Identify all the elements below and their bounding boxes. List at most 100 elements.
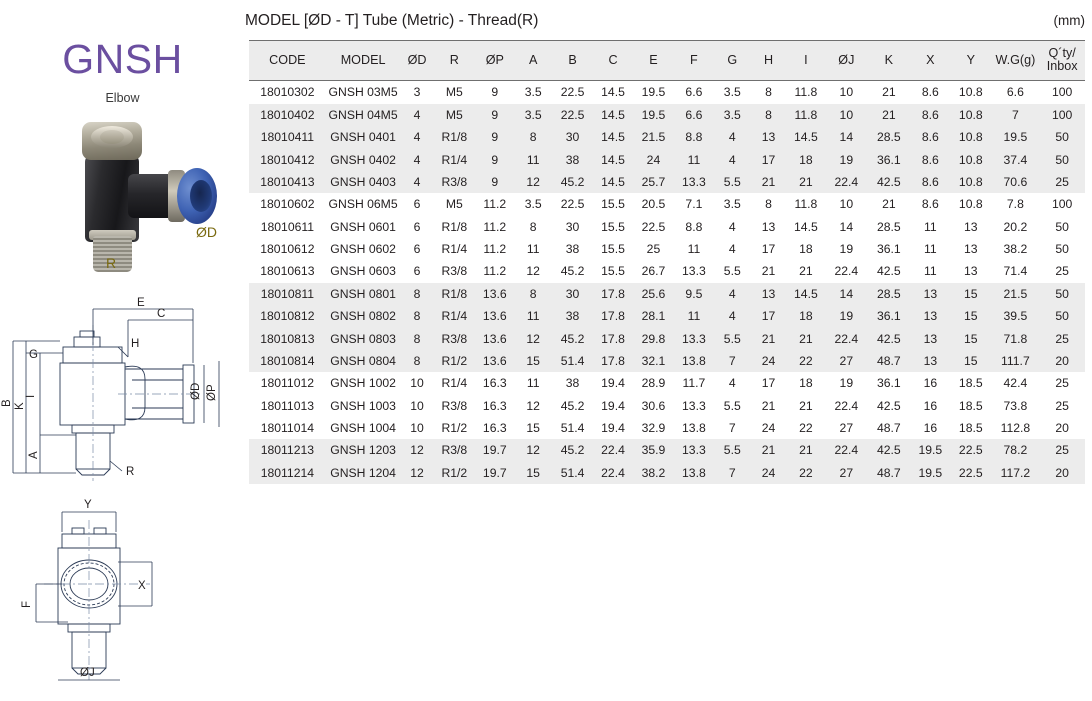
cell-r: M5 xyxy=(433,193,476,216)
cell-a: 8 xyxy=(514,125,552,149)
cell-c: 14.5 xyxy=(593,125,633,149)
cell-od: 12 xyxy=(400,461,434,484)
cell-x: 13 xyxy=(910,327,951,350)
cell-f: 13.3 xyxy=(674,260,714,283)
cell-b: 22.5 xyxy=(551,193,594,216)
cell-c: 17.8 xyxy=(593,304,633,328)
cell-x: 11 xyxy=(910,237,951,261)
cell-h: 21 xyxy=(750,260,787,283)
cell-a: 15 xyxy=(514,416,552,440)
cell-e: 32.9 xyxy=(632,416,675,440)
dim-label-Y: Y xyxy=(84,499,92,511)
table-row: 18011014 GNSH 1004 10 R1/2 16.3 15 51.4 19.4 32.… xyxy=(249,416,1085,440)
cell-od: 8 xyxy=(400,304,434,328)
cell-od: 10 xyxy=(400,372,434,395)
cell-r: R3/8 xyxy=(433,327,476,350)
table-row: 18011013 GNSH 1003 10 R3/8 16.3 12 45.2 19.4 30.… xyxy=(249,394,1085,417)
cell-g: 3.5 xyxy=(713,193,751,216)
cell-h: 17 xyxy=(750,304,787,328)
cell-e: 38.2 xyxy=(632,461,675,484)
cell-x: 19.5 xyxy=(910,461,951,484)
cell-od: 4 xyxy=(400,148,434,171)
table-row: 18010612 GNSH 0602 6 R1/4 11.2 11 38 15.5 25 11 4 1… xyxy=(249,237,1085,261)
cell-i: 18 xyxy=(786,237,826,261)
cell-r: M5 xyxy=(433,103,476,126)
cell-r: R1/2 xyxy=(433,349,476,373)
table-row: 18010411 GNSH 0401 4 R1/8 9 8 30 14.5 21.5 8.8 4 13… xyxy=(249,125,1085,149)
cell-model: GNSH 1204 xyxy=(325,461,401,484)
table-row: 18010412 GNSH 0402 4 R1/4 9 11 38 14.5 24 11 4 17 18… xyxy=(249,148,1085,171)
cell-b: 45.2 xyxy=(551,170,594,194)
cell-oj: 14 xyxy=(825,125,868,149)
cell-wg: 71.4 xyxy=(991,260,1040,283)
cell-f: 13.3 xyxy=(674,394,714,417)
cell-b: 38 xyxy=(551,304,594,328)
cell-x: 8.6 xyxy=(910,103,951,126)
cell-r: R3/8 xyxy=(433,439,476,462)
cell-model: GNSH 04M5 xyxy=(325,103,401,126)
cell-a: 11 xyxy=(514,304,552,328)
cell-f: 11 xyxy=(674,237,714,261)
cell-k: 36.1 xyxy=(867,372,911,395)
table-row: 18010402 GNSH 04M5 4 M5 9 3.5 22.5 14.5 19.5 6.6 3… xyxy=(249,103,1085,126)
cell-od: 6 xyxy=(400,237,434,261)
col-header-c: C xyxy=(593,39,633,82)
cell-code: 18011012 xyxy=(249,372,326,395)
cell-a: 12 xyxy=(514,327,552,350)
cell-x: 8.6 xyxy=(910,80,951,104)
cell-g: 3.5 xyxy=(713,80,751,104)
cell-r: R1/4 xyxy=(433,372,476,395)
cell-c: 19.4 xyxy=(593,394,633,417)
cell-h: 13 xyxy=(750,282,787,305)
cell-oj: 22.4 xyxy=(825,260,868,283)
cell-qty: 100 xyxy=(1039,193,1085,216)
dim-label-OP: ØP xyxy=(206,384,218,401)
cell-oj: 27 xyxy=(825,461,868,484)
cell-op: 9 xyxy=(475,170,515,194)
cell-c: 17.8 xyxy=(593,349,633,373)
qty-header-line1: Q´ty/ xyxy=(1048,46,1076,60)
cell-code: 18011213 xyxy=(249,439,326,462)
cell-a: 11 xyxy=(514,237,552,261)
cell-y: 18.5 xyxy=(950,394,992,417)
cell-e: 24 xyxy=(632,148,675,171)
cell-b: 38 xyxy=(551,372,594,395)
cell-a: 15 xyxy=(514,349,552,373)
cell-code: 18010413 xyxy=(249,170,326,194)
col-header-e: E xyxy=(632,39,675,82)
table-row: 18010814 GNSH 0804 8 R1/2 13.6 15 51.4 17.8 32.1… xyxy=(249,349,1085,373)
cell-x: 13 xyxy=(910,304,951,328)
table-row: 18010811 GNSH 0801 8 R1/8 13.6 8 30 17.8 25.6 9.5… xyxy=(249,282,1085,305)
cell-x: 8.6 xyxy=(910,125,951,149)
cell-y: 10.8 xyxy=(950,148,992,171)
cell-a: 11 xyxy=(514,148,552,171)
cell-h: 21 xyxy=(750,439,787,462)
cell-r: R1/8 xyxy=(433,125,476,149)
cell-oj: 27 xyxy=(825,349,868,373)
cell-g: 4 xyxy=(713,304,751,328)
cell-h: 21 xyxy=(750,327,787,350)
cell-a: 8 xyxy=(514,282,552,305)
cell-y: 22.5 xyxy=(950,439,992,462)
cell-h: 8 xyxy=(750,103,787,126)
cell-c: 22.4 xyxy=(593,439,633,462)
cell-y: 10.8 xyxy=(950,170,992,194)
cell-qty: 25 xyxy=(1039,394,1085,417)
dim-label-H: H xyxy=(131,338,139,350)
cell-k: 21 xyxy=(867,103,911,126)
cell-wg: 70.6 xyxy=(991,170,1040,194)
col-header-g: G xyxy=(713,39,751,82)
cell-i: 21 xyxy=(786,327,826,350)
specification-table: CODE MODEL ØD R ØP A B C E F G H I ØJ K … xyxy=(249,39,1085,484)
table-title: MODEL [ØD - T] Tube (Metric) - Thread(R) xyxy=(245,12,539,29)
cell-wg: 7 xyxy=(991,103,1040,126)
cell-wg: 117.2 xyxy=(991,461,1040,484)
cell-code: 18010613 xyxy=(249,260,326,283)
cell-code: 18010402 xyxy=(249,103,326,126)
cell-e: 21.5 xyxy=(632,125,675,149)
dim-label-A: A xyxy=(28,451,40,459)
thread-shoulder xyxy=(89,230,136,240)
cell-y: 18.5 xyxy=(950,416,992,440)
cell-c: 14.5 xyxy=(593,103,633,126)
